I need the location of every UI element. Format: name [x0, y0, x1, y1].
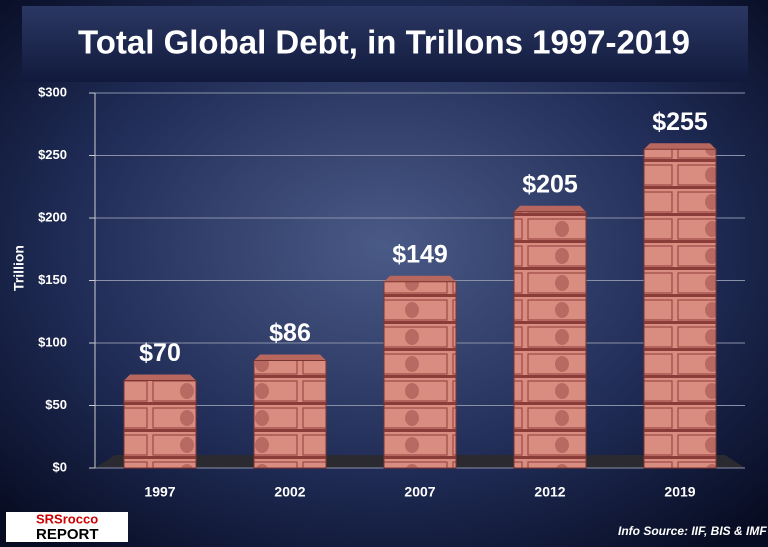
bar-top — [514, 205, 586, 212]
bar-top — [644, 143, 716, 150]
bar-top — [124, 374, 196, 381]
y-tick-label: $250 — [38, 147, 67, 162]
y-tick-label: $150 — [38, 272, 67, 287]
bar — [123, 380, 197, 469]
value-label: $70 — [139, 339, 181, 367]
x-tick-label: 2019 — [664, 484, 695, 500]
bar — [383, 281, 457, 469]
bar — [513, 211, 587, 469]
x-tick-label: 2012 — [534, 484, 565, 500]
value-label: $255 — [652, 108, 708, 136]
logo-text: REPORT — [36, 526, 99, 543]
chart-title: Total Global Debt, in Trillons 1997-2019 — [78, 24, 690, 61]
source: Info Source: IIF, BIS & IMF — [618, 524, 767, 538]
title-banner — [22, 6, 748, 82]
y-tick-label: $100 — [38, 334, 67, 349]
x-tick-label: 2002 — [274, 484, 305, 500]
y-tick-label: $50 — [45, 397, 67, 412]
bar-top — [384, 275, 456, 282]
x-tick-label: 2007 — [404, 484, 435, 500]
value-label: $86 — [269, 319, 311, 347]
y-axis-label: Trillion — [11, 245, 27, 291]
logo-box — [6, 512, 128, 542]
x-tick-label: 1997 — [144, 484, 175, 500]
y-tick-label: $200 — [38, 209, 67, 224]
y-tick-label: $0 — [53, 459, 67, 474]
bar — [643, 148, 717, 469]
value-label: $149 — [392, 240, 448, 268]
logo-text: SRSrocco — [36, 511, 98, 526]
bar — [253, 360, 327, 469]
bar-top — [254, 354, 326, 361]
value-label: $205 — [522, 170, 578, 198]
y-tick-label: $300 — [38, 84, 67, 99]
